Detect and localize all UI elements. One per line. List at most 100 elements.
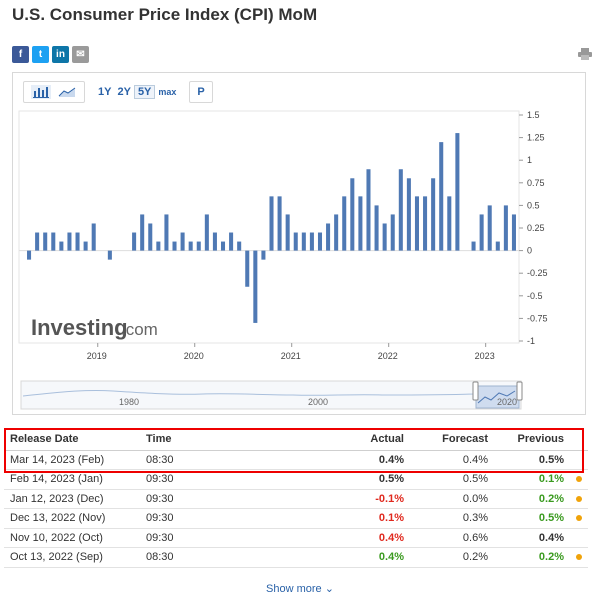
bar[interactable] [164, 214, 169, 251]
bar[interactable] [253, 250, 258, 323]
bar[interactable] [511, 214, 516, 251]
chevron-down-icon: ⌄ [324, 583, 334, 595]
bar[interactable] [285, 214, 290, 251]
bar[interactable] [374, 205, 379, 251]
bar[interactable] [326, 223, 331, 251]
bar[interactable] [309, 232, 314, 251]
bar[interactable] [439, 142, 444, 251]
bar[interactable] [317, 232, 323, 251]
revision-cell [570, 547, 588, 568]
range-1y-button[interactable]: 1Y [98, 86, 112, 98]
time-cell: 09:30 [140, 489, 240, 509]
revision-cell [570, 489, 588, 509]
revised-dot-icon[interactable] [576, 476, 582, 483]
navigator-right-handle[interactable] [516, 381, 523, 401]
bar[interactable] [293, 232, 298, 251]
time-cell: 09:30 [140, 528, 240, 548]
bar[interactable] [495, 241, 500, 251]
bar[interactable] [204, 214, 209, 251]
release-date-cell: Nov 10, 2022 (Oct) [4, 528, 140, 548]
twitter-icon[interactable]: t [32, 46, 49, 63]
navigator[interactable]: 1980 2000 2020 [20, 380, 523, 410]
bar[interactable] [398, 169, 403, 251]
bar[interactable] [261, 250, 266, 260]
actual-cell: 0.4% [240, 528, 410, 548]
bar-chart-icon[interactable] [31, 85, 51, 99]
bar[interactable] [406, 178, 411, 251]
popout-button[interactable]: P [197, 86, 205, 98]
show-more-link[interactable]: Show more ⌄ [0, 582, 600, 595]
bar[interactable] [59, 241, 64, 251]
bar[interactable] [27, 250, 32, 260]
release-table-wrap: Release Date Time Actual Forecast Previo… [4, 428, 588, 568]
header-forecast: Forecast [410, 428, 494, 451]
bar[interactable] [229, 232, 234, 251]
bar[interactable] [237, 241, 242, 251]
bar[interactable] [91, 223, 96, 251]
previous-cell: 0.5% [494, 450, 570, 470]
bar[interactable] [43, 232, 48, 251]
bar[interactable] [245, 250, 250, 287]
bar[interactable] [220, 241, 226, 251]
revised-dot-icon[interactable] [576, 554, 582, 561]
bar[interactable] [358, 196, 363, 251]
bar[interactable] [67, 232, 72, 251]
chart-panel: 1Y 2Y 5Y max P 1.5 1.25 1 0.75 0.5 0.25 0 -0.25 -0.… [12, 72, 586, 415]
bar[interactable] [51, 232, 56, 251]
bar[interactable] [471, 241, 476, 251]
y-tick-label: 1.5 [527, 110, 540, 120]
table-row: Feb 14, 2023 (Jan) 09:30 0.5% 0.5% 0.1% [4, 469, 588, 490]
facebook-icon[interactable]: f [12, 46, 29, 63]
bar[interactable] [455, 133, 460, 251]
bar[interactable] [172, 241, 177, 251]
area-chart-icon[interactable] [57, 85, 77, 99]
email-icon[interactable]: ✉ [72, 46, 89, 63]
bar[interactable] [423, 196, 428, 251]
bar[interactable] [148, 223, 153, 251]
table-row: Jan 12, 2023 (Dec) 09:30 -0.1% 0.0% 0.2% [4, 489, 588, 509]
bar[interactable] [180, 232, 185, 251]
bar[interactable] [350, 178, 355, 251]
revised-dot-icon[interactable] [576, 515, 582, 522]
bar[interactable] [447, 196, 452, 251]
bar[interactable] [334, 214, 339, 251]
bar[interactable] [382, 223, 387, 251]
release-date-cell: Feb 14, 2023 (Jan) [4, 469, 140, 490]
bar[interactable] [366, 169, 371, 251]
bar[interactable] [487, 205, 492, 251]
navigator-left-handle[interactable] [472, 381, 479, 401]
range-5y-button[interactable]: 5Y [133, 85, 156, 99]
previous-cell: 0.2% [494, 547, 570, 568]
x-tick-label: 2019 [87, 351, 107, 361]
bar[interactable] [479, 214, 484, 251]
range-2y-button[interactable]: 2Y [117, 86, 131, 98]
bar[interactable] [390, 214, 395, 251]
time-cell: 08:30 [140, 547, 240, 568]
release-date-cell: Dec 13, 2022 (Nov) [4, 508, 140, 529]
printer-icon[interactable] [578, 48, 592, 60]
bar[interactable] [342, 196, 347, 251]
bar[interactable] [83, 241, 88, 251]
bar[interactable] [277, 196, 282, 251]
bar[interactable] [503, 205, 508, 251]
revised-dot-icon[interactable] [576, 495, 582, 502]
linkedin-icon[interactable]: in [52, 46, 69, 63]
bar[interactable] [269, 196, 274, 251]
bar[interactable] [132, 232, 137, 251]
bar[interactable] [301, 232, 306, 251]
bar[interactable] [188, 241, 193, 251]
range-max-button[interactable]: max [158, 87, 177, 97]
bar[interactable] [212, 232, 217, 251]
share-bar: f t in ✉ [12, 46, 89, 63]
actual-cell: -0.1% [240, 489, 410, 509]
bar[interactable] [156, 241, 161, 251]
revision-cell [570, 508, 588, 529]
bar[interactable] [414, 196, 419, 251]
bar[interactable] [75, 232, 80, 251]
bar[interactable] [140, 214, 145, 251]
bar[interactable] [431, 178, 436, 251]
bar[interactable] [196, 241, 201, 251]
bar[interactable] [35, 232, 40, 251]
y-tick-label: 0 [527, 246, 532, 256]
bar[interactable] [107, 250, 112, 260]
